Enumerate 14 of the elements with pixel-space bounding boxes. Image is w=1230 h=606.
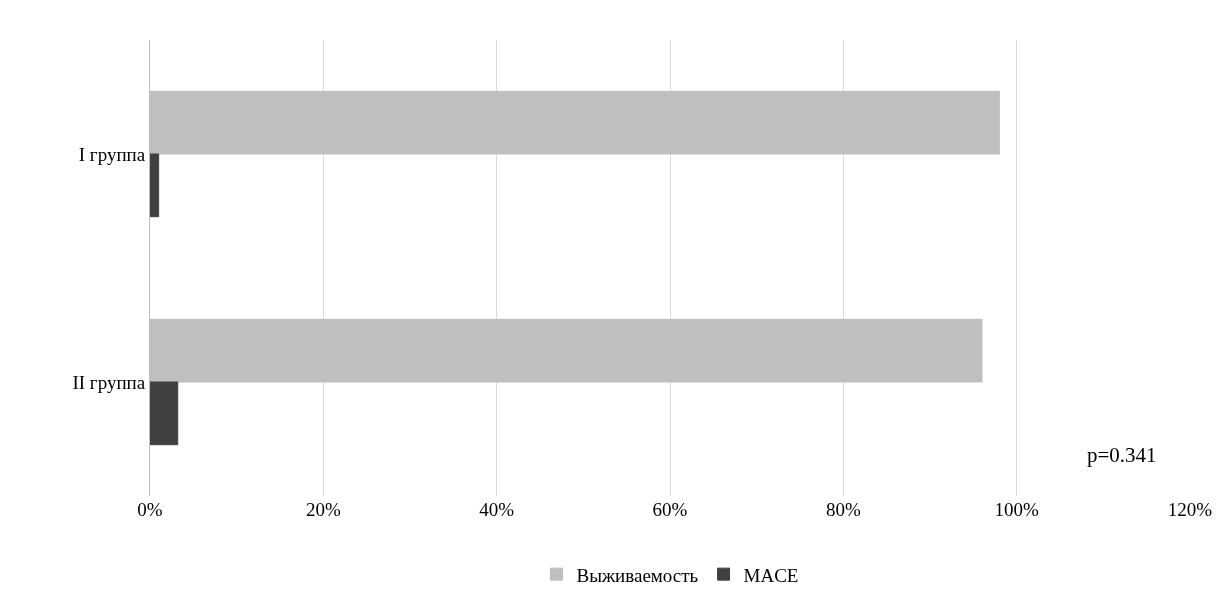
annotation: p=0.341 xyxy=(1087,443,1157,467)
x-tick-label: 40% xyxy=(479,499,515,520)
legend-label: MACE xyxy=(743,564,799,586)
x-tick-label: 0% xyxy=(137,499,163,520)
x-tick-label: 100% xyxy=(994,499,1040,520)
y-tick-label: I группа xyxy=(78,143,146,165)
x-tick-label: 20% xyxy=(305,499,341,520)
bar xyxy=(150,381,179,446)
legend-label: Выживаемость xyxy=(576,564,699,586)
x-tick-label: 120% xyxy=(1167,499,1213,520)
bar xyxy=(150,153,160,218)
x-tick-label: 80% xyxy=(825,499,861,520)
y-tick-label: II группа xyxy=(72,371,146,393)
x-tick-label: 60% xyxy=(652,499,688,520)
